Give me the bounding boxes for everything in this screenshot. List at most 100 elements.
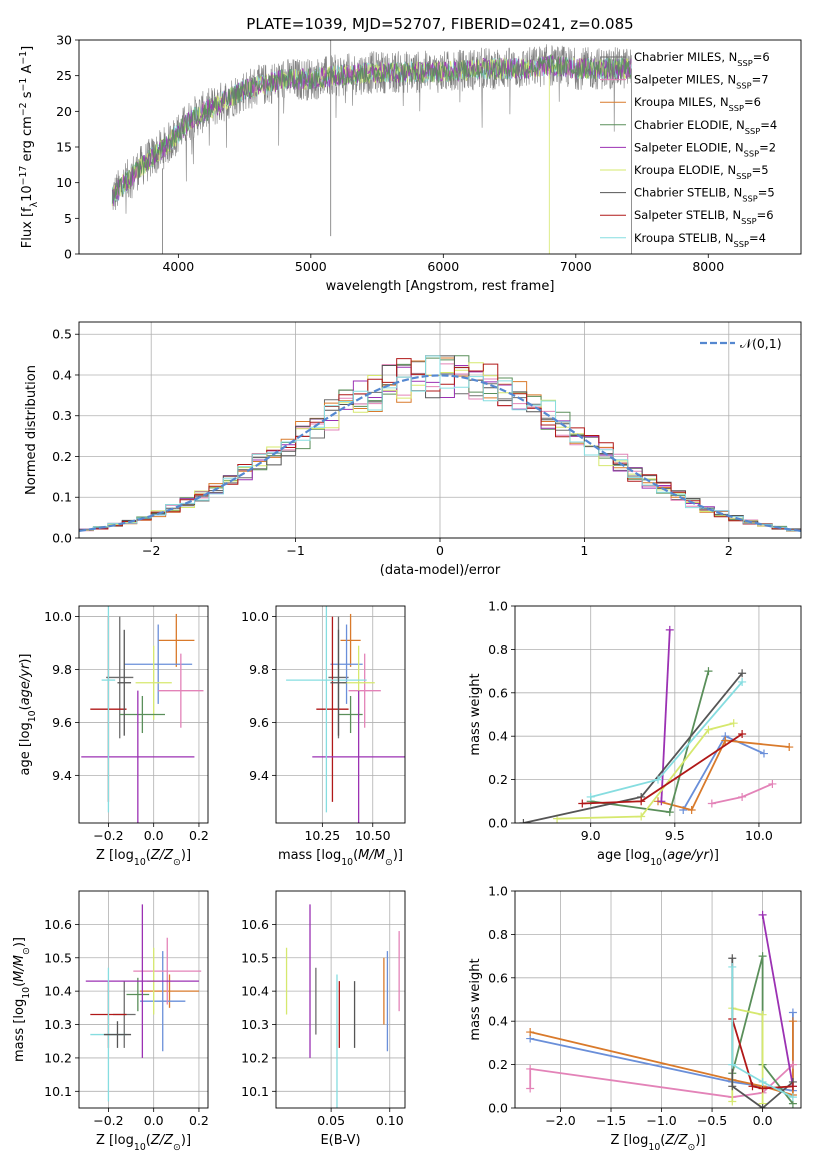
- weight-marker: [758, 952, 767, 961]
- y-tick-label: 10.3: [44, 1017, 72, 1032]
- y-tick-label: 0: [64, 247, 72, 262]
- y-tick-label: 0.3: [52, 408, 72, 423]
- y-tick-label: 0.4: [488, 1014, 508, 1029]
- x-axis-label: Z [log10(Z/Z⊙)]: [610, 1133, 705, 1153]
- x-tick-label: 0.0: [144, 828, 164, 843]
- y-axis-label: mass weight: [468, 673, 483, 755]
- weight-marker: [759, 749, 768, 758]
- y-tick-label: 0.4: [488, 729, 508, 744]
- weight-marker: [758, 1077, 767, 1086]
- weight-marker: [707, 799, 716, 808]
- legend-label: Salpeter STELIB, NSSP=6: [634, 208, 774, 226]
- x-tick-label: 4000: [162, 259, 194, 274]
- y-tick-label: 0.6: [488, 685, 508, 700]
- mass-weight-vs-z-panel: −2.0 −1.5 −1.0 −0.5 0.0 0.0 0.2 0.4 0.6 0.8 1.0 Z […: [468, 884, 802, 1153]
- weight-marker: [665, 808, 674, 817]
- y-tick-label: 9.8: [52, 662, 72, 677]
- weight-marker: [728, 962, 737, 971]
- y-tick-label: 10.1: [44, 1084, 72, 1099]
- weight-marker: [728, 1097, 737, 1106]
- y-tick-label: 0.0: [488, 1101, 508, 1116]
- spectrum-panel: 4000 5000 6000 7000 8000 0 5 10 15 20 25 30 waveleng…: [18, 33, 802, 294]
- axes-frame: [78, 321, 802, 539]
- weight-marker: [704, 667, 713, 676]
- weight-marker: [637, 797, 646, 806]
- weight-marker: [758, 910, 767, 919]
- y-tick-label: 25: [56, 68, 72, 83]
- age-vs-mass-panel-grid: [276, 606, 405, 823]
- y-tick-label: 0.5: [52, 327, 72, 342]
- legend-label: Kroupa ELODIE, NSSP=5: [634, 163, 769, 181]
- y-tick-label: 10.0: [241, 609, 269, 624]
- y-tick-label: 10.6: [241, 917, 269, 932]
- x-tick-label: 0.05: [317, 1113, 345, 1128]
- x-axis-label: mass [log10(M/M⊙)]: [278, 848, 403, 868]
- weight-marker: [729, 719, 738, 728]
- x-tick-label: −0.2: [93, 1113, 123, 1128]
- weight-line: [731, 967, 794, 1099]
- residual-histogram: [79, 355, 801, 538]
- y-axis-label: Flux [fλ10−17 erg cm−2 s−1 A−1]: [18, 46, 40, 248]
- y-tick-label: 10.4: [241, 984, 269, 999]
- weight-marker: [788, 1060, 797, 1069]
- weight-marker: [586, 792, 595, 801]
- weight-line: [731, 1018, 793, 1090]
- x-tick-label: 10.0: [745, 828, 773, 843]
- y-tick-label: 1.0: [488, 884, 508, 899]
- y-axis-label: Normed distribution: [24, 365, 39, 495]
- y-tick-label: 10.5: [241, 950, 269, 965]
- y-axis-label: age [log10(age/yr)]: [18, 653, 38, 775]
- weight-marker: [738, 730, 747, 739]
- mass-weight-vs-z-panel-plot: [526, 910, 797, 1108]
- axes-frame: [78, 890, 209, 1109]
- legend-label: Chabrier ELODIE, NSSP=4: [634, 118, 777, 136]
- y-tick-label: 9.6: [52, 715, 72, 730]
- weight-marker: [704, 725, 713, 734]
- weight-line: [557, 722, 734, 820]
- weight-marker: [519, 819, 528, 823]
- y-tick-label: 5: [64, 211, 72, 226]
- y-tick-label: 0.2: [52, 449, 72, 464]
- axes-frame: [275, 605, 406, 824]
- weight-marker: [758, 1104, 767, 1108]
- y-tick-label: 9.4: [52, 768, 72, 783]
- mass-vs-ebv-panel-plot: [285, 904, 400, 1108]
- weight-marker: [637, 812, 646, 821]
- y-tick-label: 10.3: [241, 1017, 269, 1032]
- x-tick-label: −0.5: [697, 1113, 727, 1128]
- spectrum-legend: Chabrier MILES, NSSP=6 Salpeter MILES, NS…: [600, 50, 777, 249]
- y-tick-label: 10.0: [44, 609, 72, 624]
- mass-vs-z-panel-grid: [79, 891, 208, 1108]
- y-axis-label: mass [log10(M/M⊙)]: [12, 937, 32, 1062]
- y-tick-label: 10.6: [44, 917, 72, 932]
- x-tick-label: 0.2: [189, 828, 209, 843]
- axes-frame: [275, 890, 406, 1109]
- x-tick-label: 2: [725, 543, 733, 558]
- weight-marker: [728, 1082, 737, 1091]
- figure-title: PLATE=1039, MJD=52707, FIBERID=0241, z=0…: [246, 15, 633, 33]
- weight-marker: [657, 797, 666, 806]
- y-tick-label: 0.2: [488, 772, 508, 787]
- residuals-panel: −2 −1 0 1 2 0.0 0.1 0.2 0.3 0.4 0.5 (data-model)/er…: [24, 321, 802, 578]
- axes-frame: [78, 605, 209, 824]
- x-tick-label: −1.5: [596, 1113, 626, 1128]
- weight-marker: [788, 1008, 797, 1017]
- legend-label: Kroupa MILES, NSSP=6: [634, 95, 761, 113]
- y-tick-label: 9.6: [249, 715, 269, 730]
- x-tick-label: −1: [286, 543, 304, 558]
- model-spectrum: [112, 54, 632, 204]
- weight-marker: [788, 1017, 797, 1026]
- y-tick-label: 0.6: [488, 970, 508, 985]
- y-tick-label: 9.8: [249, 662, 269, 677]
- y-tick-label: 9.4: [249, 768, 269, 783]
- mass-vs-z-panel-plot: [85, 904, 202, 1102]
- x-axis-label: age [log10(age/yr)]: [597, 848, 719, 868]
- y-tick-label: 0.2: [488, 1057, 508, 1072]
- y-tick-label: 0.8: [488, 642, 508, 657]
- x-tick-label: 6000: [427, 259, 459, 274]
- y-tick-label: 30: [56, 33, 72, 48]
- x-axis-label: E(B-V): [320, 1133, 360, 1148]
- weight-marker: [788, 1093, 797, 1102]
- legend-label: 𝒩(0,1): [740, 336, 782, 351]
